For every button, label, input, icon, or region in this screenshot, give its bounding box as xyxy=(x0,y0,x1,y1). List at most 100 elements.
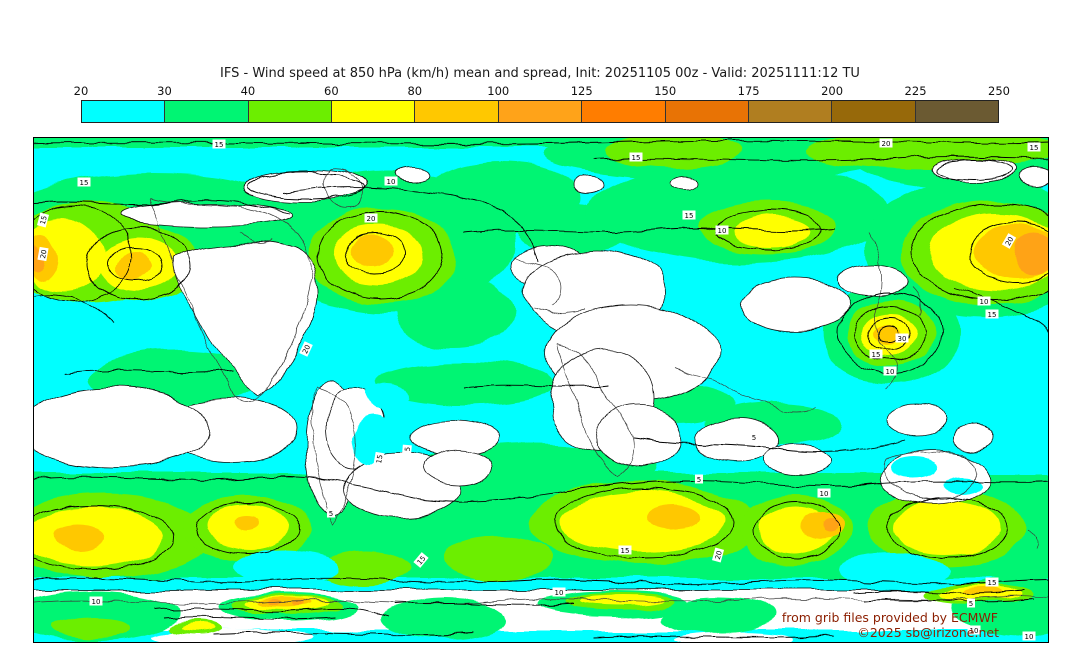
contour-label: 20 xyxy=(37,246,49,262)
svg-text:15: 15 xyxy=(1030,144,1039,152)
colorbar-segment xyxy=(332,101,416,122)
contour-label: 20 xyxy=(1001,233,1017,249)
contour-label: 10 xyxy=(384,176,398,186)
colorbar-ticks: 20 30 40 60 80 100 125 150 175 200 225 250 xyxy=(74,84,1010,98)
svg-text:15: 15 xyxy=(632,154,641,162)
colorbar-tick: 20 xyxy=(73,84,89,98)
colorbar-segment xyxy=(248,101,333,122)
contour-label: 15 xyxy=(682,210,696,220)
colorbar-tick: 40 xyxy=(240,84,256,98)
contour-label: 10 xyxy=(817,488,831,498)
attribution-source: from grib files provided by ECMWF xyxy=(781,610,998,625)
colorbar-tick: 250 xyxy=(988,84,1010,98)
contour-label: 10 xyxy=(1022,631,1036,641)
coastlines xyxy=(34,167,1048,605)
colorbar-segment xyxy=(498,101,583,122)
svg-text:15: 15 xyxy=(988,579,997,587)
colorbar-segment xyxy=(915,101,998,122)
attribution-copyright: ©2025 sb@irizone.net xyxy=(857,625,999,640)
svg-text:10: 10 xyxy=(820,490,829,498)
colorbar-tick: 150 xyxy=(654,84,677,98)
colorbar-segment xyxy=(832,101,916,122)
svg-text:15: 15 xyxy=(621,547,630,555)
svg-text:5: 5 xyxy=(969,600,973,608)
svg-text:10: 10 xyxy=(980,298,989,306)
contour-label: 5 xyxy=(750,432,758,442)
svg-text:30: 30 xyxy=(898,335,907,343)
svg-text:15: 15 xyxy=(416,555,428,567)
svg-text:10: 10 xyxy=(387,178,396,186)
colorbar-tick: 30 xyxy=(157,84,172,98)
map-panel: 15 20 15 15 10 15 15 20 20 15 10 20 10 15 30 15 10 20 5 15 5… xyxy=(33,137,1049,643)
colorbar-segment xyxy=(82,101,166,122)
antarctic-streaks xyxy=(34,576,1048,641)
contour-label: 5 xyxy=(327,508,335,518)
svg-text:20: 20 xyxy=(39,249,48,259)
colorbar-segment xyxy=(748,101,833,122)
contour-label: 10 xyxy=(883,366,897,376)
contour-label: 15 xyxy=(373,451,385,467)
svg-text:15: 15 xyxy=(685,212,694,220)
contour-label: 15 xyxy=(36,212,50,228)
colorbar-segment xyxy=(582,101,666,122)
svg-text:15: 15 xyxy=(80,179,89,187)
colorbar-tick: 80 xyxy=(407,84,423,98)
svg-text:20: 20 xyxy=(367,215,376,223)
colorbar-tick: 60 xyxy=(324,84,339,98)
contour-label: 15 xyxy=(629,152,643,162)
contour-label: 10 xyxy=(977,296,991,306)
contour-label: 5 xyxy=(402,444,412,454)
colorbar-tick: 225 xyxy=(904,84,927,98)
contour-label: 5 xyxy=(967,598,975,608)
contour-label: 15 xyxy=(212,139,226,149)
svg-text:15: 15 xyxy=(215,141,224,149)
weather-map-svg: 15 20 15 15 10 15 15 20 20 15 10 20 10 15 30 15 10 20 5 15 5… xyxy=(34,138,1048,642)
contour-label: 20 xyxy=(299,341,313,357)
svg-text:5: 5 xyxy=(329,510,333,518)
page-title: IFS - Wind speed at 850 hPa (km/h) mean … xyxy=(220,66,860,81)
colorbar xyxy=(81,100,999,123)
contour-label: 20 xyxy=(711,547,725,563)
svg-text:15: 15 xyxy=(375,454,384,464)
svg-text:5: 5 xyxy=(752,434,756,442)
contour-label: 15 xyxy=(869,349,883,359)
contour-label: 5 xyxy=(695,474,703,484)
svg-text:5: 5 xyxy=(404,446,412,451)
svg-text:10: 10 xyxy=(718,227,727,235)
svg-text:15: 15 xyxy=(39,215,49,226)
colorbar-tick: 100 xyxy=(487,84,510,98)
colorbar-segment xyxy=(165,101,249,122)
colorbar-tick: 200 xyxy=(821,84,844,98)
svg-text:10: 10 xyxy=(555,589,564,597)
svg-text:10: 10 xyxy=(886,368,895,376)
contour-label: 10 xyxy=(89,596,103,606)
svg-text:20: 20 xyxy=(714,550,724,561)
colorbar-segment xyxy=(665,101,749,122)
svg-text:20: 20 xyxy=(882,140,891,148)
colorbar-segment xyxy=(415,101,499,122)
contour-label: 15 xyxy=(1027,142,1041,152)
colorbar-tick: 125 xyxy=(570,84,593,98)
contour-label: 30 xyxy=(895,333,909,343)
svg-text:10: 10 xyxy=(92,598,101,606)
svg-text:20: 20 xyxy=(1004,236,1015,248)
contour-labels: 15 20 15 15 10 15 15 20 20 15 10 20 10 15 30 15 10 20 5 15 5… xyxy=(36,138,1041,641)
svg-text:10: 10 xyxy=(970,627,979,635)
contour-label: 20 xyxy=(879,138,893,148)
contour-label: 10 xyxy=(715,225,729,235)
contour-label: 15 xyxy=(413,552,429,568)
contour-label: 20 xyxy=(364,213,378,223)
svg-text:20: 20 xyxy=(301,344,312,355)
svg-text:15: 15 xyxy=(872,351,881,359)
contour-label: 15 xyxy=(985,309,999,319)
contour-label: 15 xyxy=(985,577,999,587)
contour-label: 15 xyxy=(77,177,91,187)
svg-text:5: 5 xyxy=(697,476,701,484)
svg-text:10: 10 xyxy=(1025,633,1034,641)
contour-label: 10 xyxy=(552,587,566,597)
svg-text:15: 15 xyxy=(988,311,997,319)
contour-label: 10 xyxy=(967,625,981,635)
contour-label: 15 xyxy=(618,545,632,555)
colorbar-tick: 175 xyxy=(737,84,760,98)
